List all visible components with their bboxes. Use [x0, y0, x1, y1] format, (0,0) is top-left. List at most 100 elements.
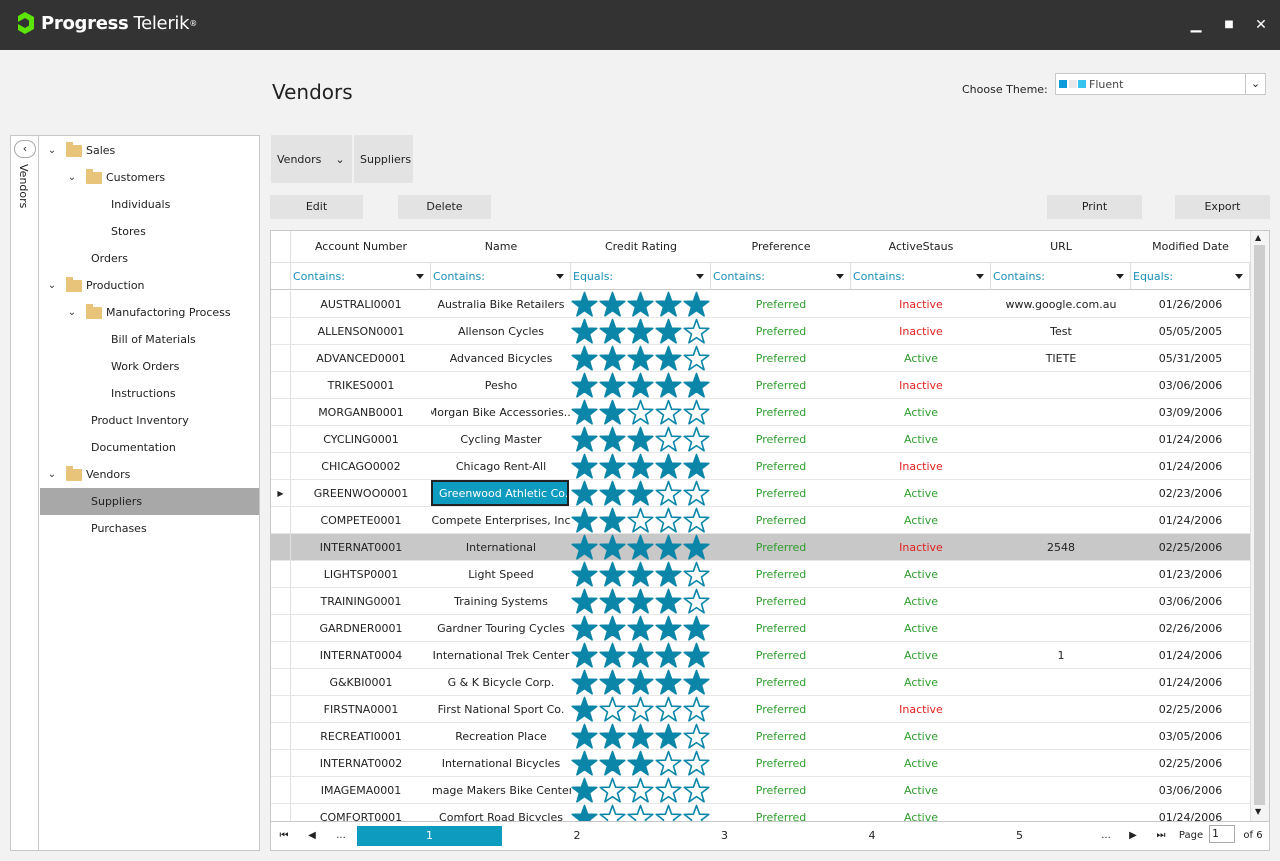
funnel-icon[interactable]: [1116, 273, 1124, 279]
star-filled-icon[interactable]: [683, 372, 710, 398]
star-empty-icon[interactable]: [683, 426, 710, 452]
name-cell-editor[interactable]: Greenwood Athletic Co...: [431, 480, 569, 506]
date-cell[interactable]: 02/23/2006: [1158, 486, 1223, 500]
expand-chevron-icon[interactable]: ⌄: [67, 172, 77, 183]
star-filled-icon[interactable]: [599, 615, 626, 641]
panel-collapse-strip[interactable]: ‹ Vendors: [11, 136, 39, 850]
url-cell[interactable]: [991, 696, 1131, 722]
star-filled-icon[interactable]: [655, 318, 682, 344]
filter-operator[interactable]: Equals:: [1133, 269, 1174, 283]
table-row[interactable]: TRIKES0001 Pesho Preferred Inactive 03/06/20…: [271, 372, 1250, 399]
star-filled-icon[interactable]: [599, 480, 626, 506]
export-button[interactable]: Export: [1175, 195, 1270, 219]
preference-cell[interactable]: Preferred: [755, 378, 807, 392]
preference-cell[interactable]: Preferred: [755, 756, 807, 770]
account-cell[interactable]: CYCLING0001: [323, 432, 399, 446]
date-cell[interactable]: 03/05/2006: [1158, 729, 1223, 743]
row-indicator[interactable]: [271, 669, 291, 695]
star-empty-icon[interactable]: [655, 507, 682, 533]
tree-item-production[interactable]: ⌄ Production: [40, 272, 259, 299]
funnel-icon[interactable]: [416, 273, 424, 279]
star-filled-icon[interactable]: [599, 750, 626, 776]
table-row[interactable]: ALLENSON0001 Allenson Cycles Preferred Inac…: [271, 318, 1250, 345]
star-empty-icon[interactable]: [599, 696, 626, 722]
preference-cell[interactable]: Preferred: [755, 513, 807, 527]
rating-stars[interactable]: [571, 453, 710, 479]
url-cell[interactable]: [991, 426, 1131, 452]
credit-rating-cell[interactable]: [571, 777, 711, 803]
maximize-button[interactable]: ■: [1224, 19, 1234, 30]
filter-operator[interactable]: Equals:: [573, 269, 614, 283]
preference-cell[interactable]: Preferred: [755, 567, 807, 581]
star-filled-icon[interactable]: [683, 615, 710, 641]
table-row[interactable]: ▶ GREENWOO0001 Greenwood Athletic Co... Pre…: [271, 480, 1250, 507]
url-cell[interactable]: [991, 615, 1131, 641]
table-row[interactable]: GARDNER0001 Gardner Touring Cycles Preferr…: [271, 615, 1250, 642]
name-cell[interactable]: Training Systems: [454, 594, 548, 608]
funnel-icon[interactable]: [976, 273, 984, 279]
star-filled-icon[interactable]: [627, 372, 654, 398]
name-cell[interactable]: Recreation Place: [455, 729, 547, 743]
star-empty-icon[interactable]: [683, 561, 710, 587]
preference-cell[interactable]: Preferred: [755, 675, 807, 689]
funnel-icon[interactable]: [836, 273, 844, 279]
column-header[interactable]: Account Number: [314, 240, 408, 253]
pager-ellipsis-left[interactable]: ...: [336, 830, 346, 841]
star-filled-icon[interactable]: [627, 642, 654, 668]
star-empty-icon[interactable]: [655, 696, 682, 722]
star-filled-icon[interactable]: [655, 534, 682, 560]
account-cell[interactable]: GARDNER0001: [319, 621, 403, 635]
url-cell[interactable]: [991, 399, 1131, 425]
funnel-icon[interactable]: [1235, 273, 1243, 279]
star-filled-icon[interactable]: [627, 453, 654, 479]
star-filled-icon[interactable]: [655, 453, 682, 479]
row-indicator[interactable]: ▶: [271, 480, 291, 506]
star-empty-icon[interactable]: [655, 777, 682, 803]
page-button-3[interactable]: 3: [721, 829, 728, 842]
credit-rating-cell[interactable]: [571, 480, 711, 506]
table-row[interactable]: LIGHTSP0001 Light Speed Preferred Active 01/…: [271, 561, 1250, 588]
status-cell[interactable]: Active: [903, 432, 939, 446]
star-filled-icon[interactable]: [571, 507, 598, 533]
filter-cell[interactable]: Contains:: [991, 263, 1131, 289]
row-indicator[interactable]: [271, 507, 291, 533]
collapse-chevron-icon[interactable]: ‹: [14, 140, 36, 158]
page-button-4[interactable]: 4: [868, 829, 876, 842]
tree-item-manufactoring-process[interactable]: ⌄ Manufactoring Process: [40, 299, 259, 326]
tree-item-instructions[interactable]: Instructions: [40, 380, 259, 407]
status-cell[interactable]: Inactive: [899, 297, 943, 311]
table-row[interactable]: AUSTRALI0001 Australia Bike Retailers Pref…: [271, 291, 1250, 318]
star-empty-icon[interactable]: [655, 480, 682, 506]
expand-chevron-icon[interactable]: ⌄: [67, 307, 77, 318]
star-filled-icon[interactable]: [599, 507, 626, 533]
column-header[interactable]: URL: [1050, 240, 1072, 253]
star-filled-icon[interactable]: [627, 588, 654, 614]
preference-cell[interactable]: Preferred: [755, 459, 807, 473]
star-empty-icon[interactable]: [655, 750, 682, 776]
column-header[interactable]: Credit Rating: [604, 240, 678, 253]
star-filled-icon[interactable]: [655, 345, 682, 371]
column-header[interactable]: Preference: [751, 240, 811, 253]
name-cell[interactable]: Australia Bike Retailers: [437, 297, 565, 311]
filter-cell[interactable]: Contains:: [431, 263, 571, 289]
star-filled-icon[interactable]: [599, 399, 626, 425]
star-filled-icon[interactable]: [571, 777, 598, 803]
first-page-icon[interactable]: ⏮: [279, 830, 289, 841]
star-filled-icon[interactable]: [683, 534, 710, 560]
star-empty-icon[interactable]: [683, 507, 710, 533]
name-cell[interactable]: Morgan Bike Accessories...: [431, 405, 571, 419]
star-empty-icon[interactable]: [683, 588, 710, 614]
status-cell[interactable]: Active: [903, 810, 939, 824]
tree-item-work-orders[interactable]: Work Orders: [40, 353, 259, 380]
star-empty-icon[interactable]: [683, 318, 710, 344]
filter-operator[interactable]: Contains:: [433, 269, 485, 283]
filter-operator[interactable]: Contains:: [853, 269, 905, 283]
star-filled-icon[interactable]: [571, 723, 598, 749]
date-cell[interactable]: 02/25/2006: [1158, 756, 1223, 770]
star-empty-icon[interactable]: [627, 507, 654, 533]
preference-cell[interactable]: Preferred: [755, 702, 807, 716]
status-cell[interactable]: Active: [903, 621, 939, 635]
name-cell[interactable]: International: [465, 540, 537, 554]
date-cell[interactable]: 02/25/2006: [1158, 540, 1223, 554]
star-empty-icon[interactable]: [683, 777, 710, 803]
